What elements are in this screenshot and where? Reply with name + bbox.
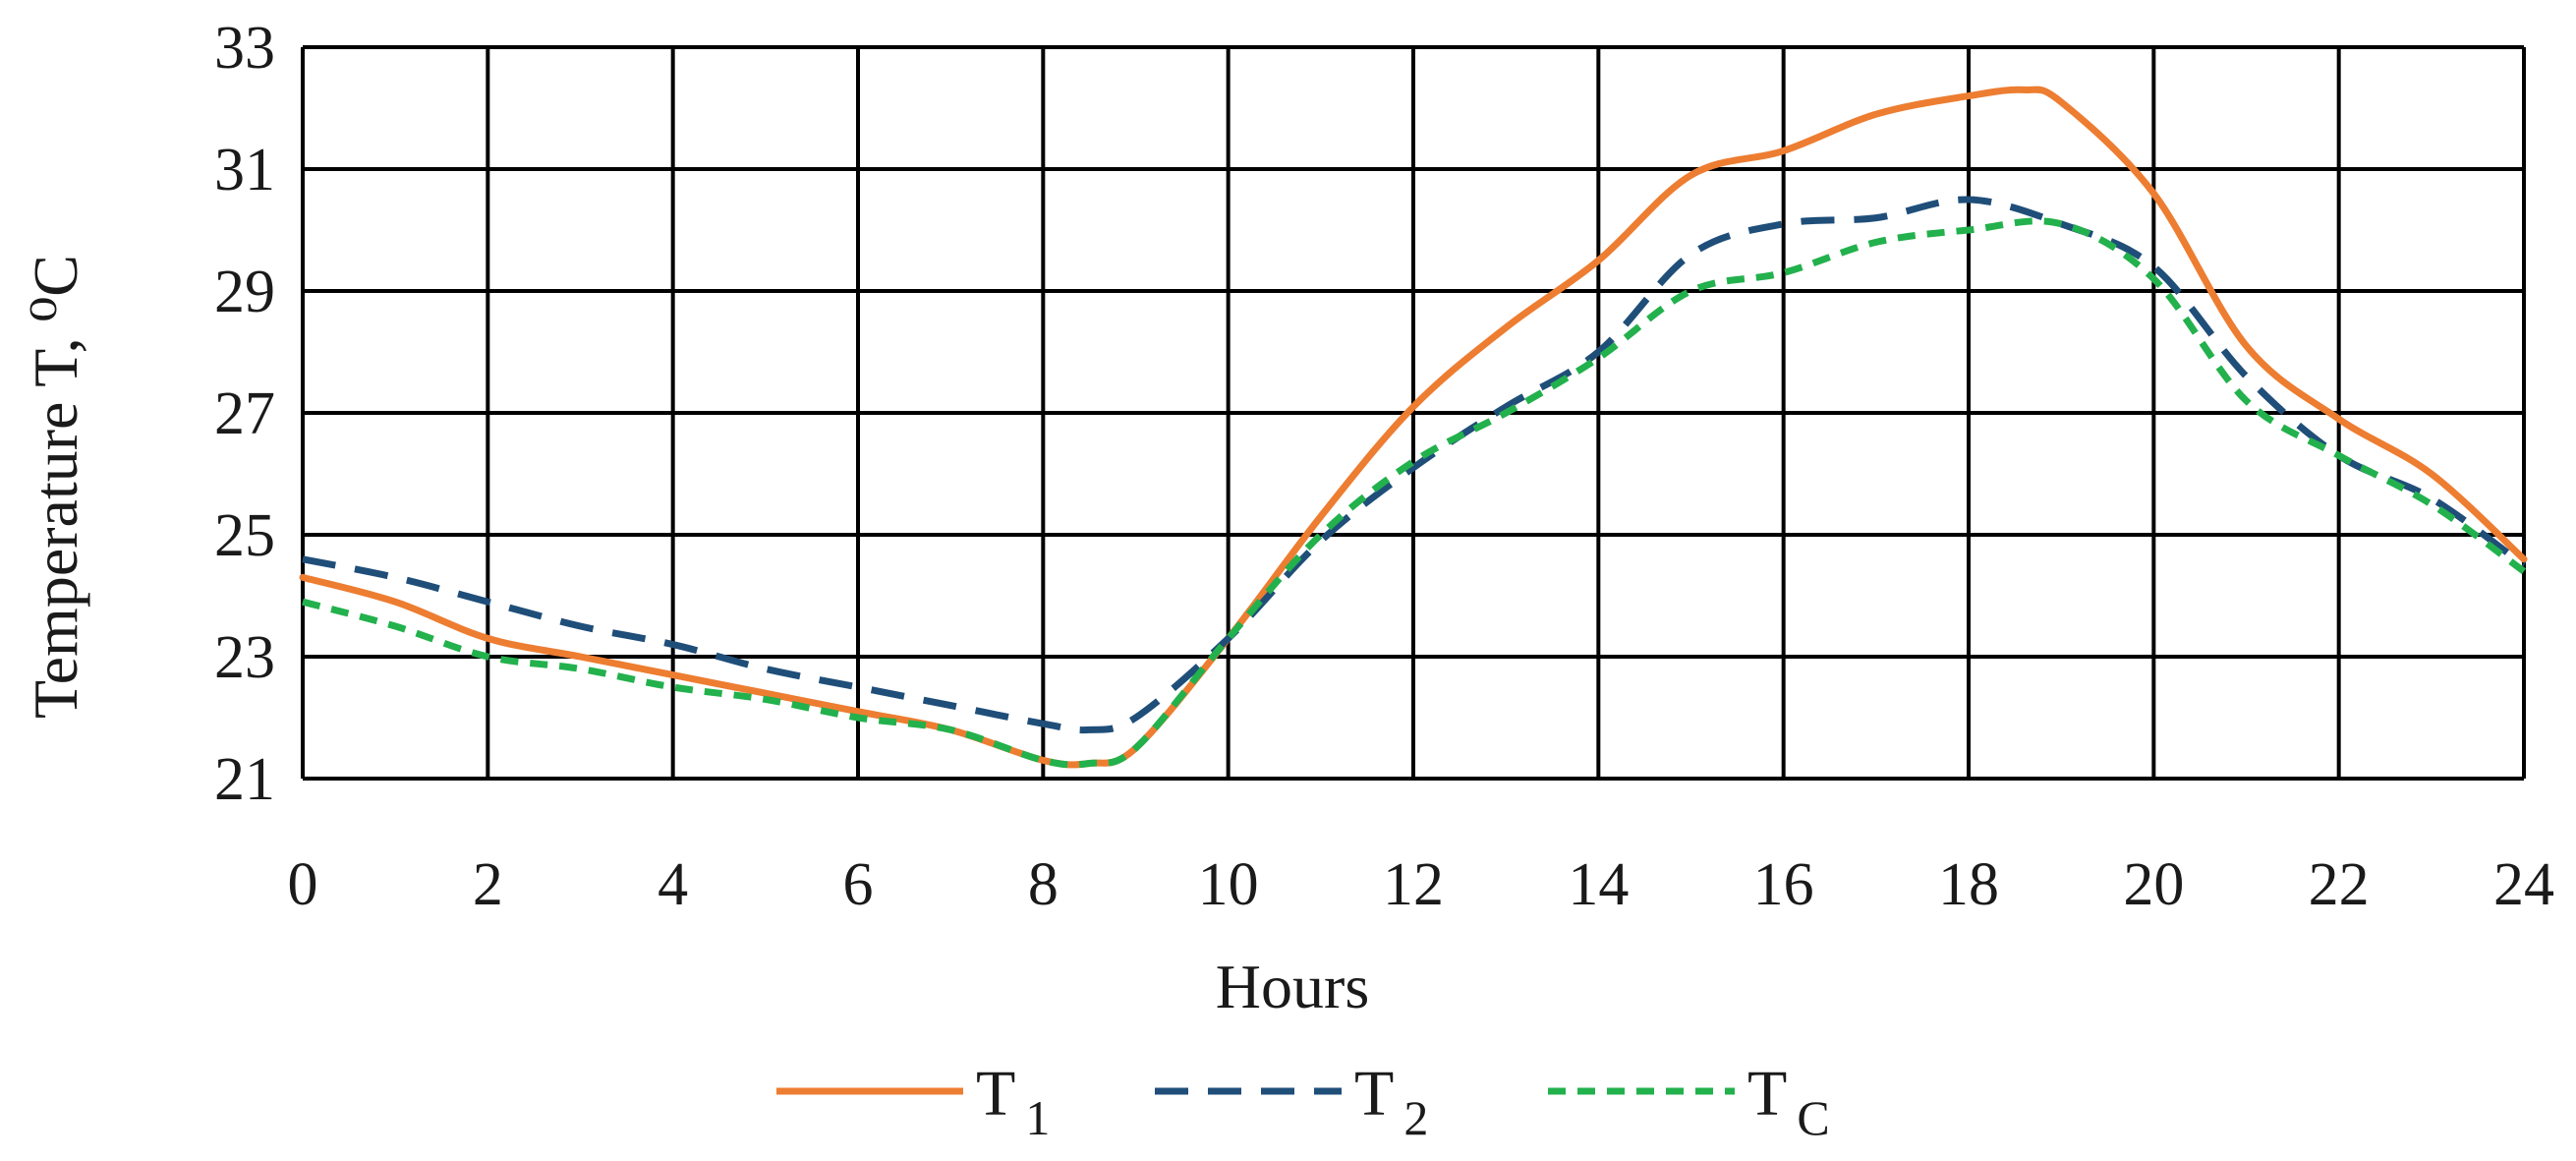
x-tick-label: 6 [843,851,874,918]
series-line-2 [302,196,2527,734]
x-tick-label: 4 [658,851,688,918]
series-line-1 [299,86,2528,769]
y-tick-label: 23 [214,624,275,691]
y-tick-label: 25 [214,502,275,569]
y-axis-ticks: 21 23 25 27 29 31 33 [214,15,275,813]
x-tick-label: 24 [2493,851,2554,918]
gridlines [301,45,2526,781]
x-tick-label: 20 [2123,851,2184,918]
x-tick-label: 16 [1753,851,1814,918]
x-axis-title: Hours [1216,952,1369,1021]
x-tick-label: 12 [1383,851,1444,918]
y-tick-label: 31 [214,137,275,203]
x-tick-label: 18 [1938,851,1999,918]
y-tick-label: 27 [214,380,275,447]
x-tick-label: 14 [1568,851,1629,918]
x-tick-label: 22 [2309,851,2370,918]
y-axis-title: Temperature T, ⁰C [21,255,90,719]
y-tick-label: 33 [214,15,275,82]
x-tick-label: 0 [288,851,318,918]
x-tick-label: 10 [1198,851,1259,918]
series-lines [299,86,2528,769]
y-tick-label: 21 [214,746,275,813]
y-tick-label: 29 [214,259,275,325]
x-tick-label: 2 [473,851,503,918]
x-tick-label: 8 [1028,851,1059,918]
x-axis-ticks: 0 2 4 6 8 10 12 14 16 18 20 22 24 [288,851,2555,918]
series-line-c [302,217,2527,769]
